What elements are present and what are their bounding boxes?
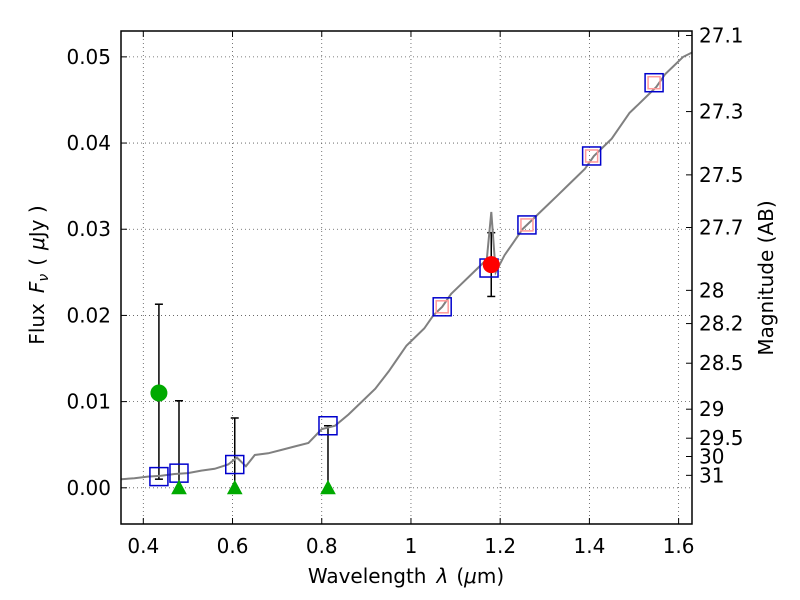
- y-axis-label-unit-rest: Jy ): [25, 205, 49, 239]
- observed-photometry-point: [647, 75, 661, 90]
- y-axis-label-unit-open: (: [25, 258, 49, 266]
- model-photometry-point: [581, 146, 602, 166]
- model-photometry-point: [517, 215, 537, 235]
- grid-lines: [121, 31, 692, 524]
- model-photometry-point: [225, 454, 245, 475]
- x-tick-label: 1.4: [573, 534, 605, 558]
- upper-limits-point: [171, 479, 187, 495]
- y2-tick-label: 30: [699, 445, 724, 469]
- y-tick-label: 0.01: [66, 390, 111, 414]
- y-tick-label: 0.04: [66, 131, 111, 155]
- y2-axis-label: Magnitude (AB): [754, 200, 778, 355]
- y2-tick-label: 27.5: [699, 163, 744, 187]
- model-photometry-point: [644, 72, 664, 93]
- y2-tick-label: 28.2: [699, 312, 744, 336]
- upper-limits-point: [320, 479, 336, 495]
- detections-point: [482, 256, 500, 274]
- y-axis-label-unit-mu: μ: [25, 237, 49, 251]
- y2-tick-label: 28.5: [699, 351, 744, 375]
- tick-layer: 0.4 0.6 0.8 1 1.2 1.4 1.6 0.00 0.01 0.02 0.03 0.04 0…: [66, 23, 743, 558]
- x-axis-label-text: Wavelength: [308, 564, 427, 588]
- y2-tick-label: 29.5: [699, 426, 744, 450]
- x-tick-label: 1.6: [663, 534, 695, 558]
- y-axis-label-symbol: F: [25, 281, 49, 293]
- y2-tick-label: 27.3: [699, 100, 744, 124]
- data-layer: [121, 51, 692, 495]
- y-tick-label: 0.03: [66, 217, 111, 241]
- model-photometry-point: [318, 415, 338, 436]
- x-tick-label: 0.4: [127, 534, 159, 558]
- x-axis-label-unit-rest: m): [477, 564, 504, 588]
- x-tick-label: 0.6: [217, 534, 249, 558]
- y-tick-label: 0.05: [66, 45, 111, 69]
- observed-photometry-point: [520, 218, 534, 232]
- observed-photometry-point: [435, 300, 449, 314]
- y-axis-label: Flux Fν ( μJy ): [25, 205, 52, 344]
- plot-area: [121, 51, 692, 495]
- y-axis-label-subscript: ν: [36, 274, 52, 282]
- x-axis-label: Wavelength λ (μm): [308, 564, 504, 588]
- low-significance-point: [150, 384, 168, 402]
- model-photometry-point: [149, 466, 169, 487]
- y2-tick-label: 27.7: [699, 216, 744, 240]
- y2-tick-label: 31: [699, 463, 724, 487]
- x-tick-label: 0.8: [306, 534, 338, 558]
- y-tick-label: 0.02: [66, 303, 111, 327]
- y2-tick-label: 29: [699, 397, 724, 421]
- y2-tick-label: 28: [699, 278, 724, 302]
- spectrum-line: [121, 51, 692, 481]
- observed-photometry-point: [584, 149, 599, 163]
- x-axis-label-symbol: λ: [435, 564, 448, 588]
- x-tick-label: 1: [405, 534, 418, 558]
- x-axis-label-unit-mu: μ: [463, 564, 477, 588]
- y2-tick-label: 27.1: [699, 23, 744, 47]
- y-tick-label: 0.00: [66, 476, 111, 500]
- y-axis-label-text: Flux: [25, 303, 49, 345]
- plot-frame: [120, 30, 693, 525]
- x-axis-label-unit-open: (: [456, 564, 464, 588]
- upper-limits-point: [226, 479, 243, 495]
- x-tick-label: 1.2: [484, 534, 516, 558]
- model-photometry-point: [432, 297, 452, 317]
